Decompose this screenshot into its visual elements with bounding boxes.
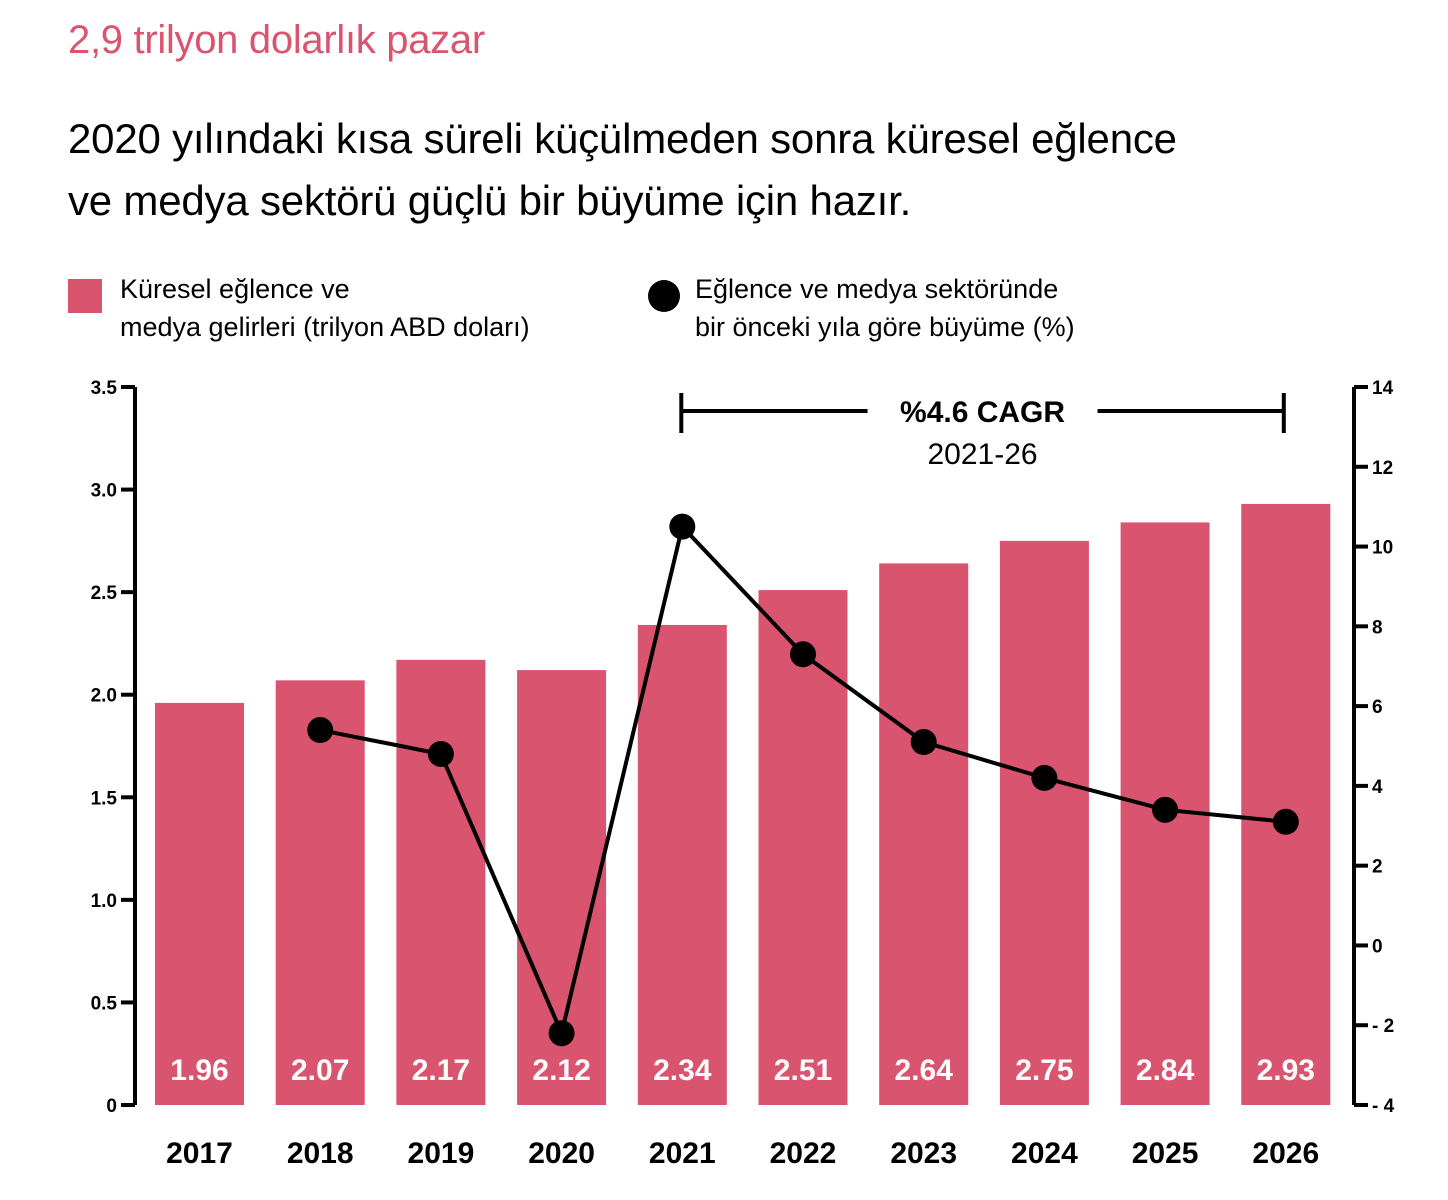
svg-text:3.5: 3.5: [91, 378, 118, 399]
bar-value-label: 2.34: [653, 1054, 712, 1087]
growth-point: [1152, 796, 1179, 823]
svg-text:8: 8: [1372, 617, 1383, 638]
bar-2019: [396, 659, 486, 1105]
chart-kicker-title: 2,9 trilyon dolarlık pazar: [68, 18, 485, 62]
bar-2024: [999, 540, 1089, 1105]
x-axis-labels: 2017 2018 2019 2020 2021 2022 2023 2024 2025 2026: [166, 1137, 1319, 1170]
bar-value-label: 2.51: [774, 1054, 832, 1087]
bar-2017: [155, 702, 244, 1105]
x-tick-label: 2017: [166, 1137, 233, 1170]
bar-2021: [637, 624, 727, 1105]
svg-text:- 4: - 4: [1372, 1096, 1395, 1117]
svg-text:3.0: 3.0: [91, 481, 117, 502]
x-tick-label: 2019: [408, 1137, 475, 1170]
x-tick-label: 2022: [770, 1137, 837, 1170]
cagr-annotation: %4.6 CAGR 2021-26: [679, 393, 1286, 471]
svg-text:2.0: 2.0: [91, 686, 117, 707]
svg-text:10: 10: [1372, 538, 1393, 559]
x-tick-label: 2023: [890, 1137, 957, 1170]
bar-value-label: 2.93: [1257, 1054, 1315, 1087]
growth-point: [1031, 764, 1058, 791]
bar-2018: [275, 680, 365, 1105]
svg-text:6: 6: [1372, 697, 1383, 718]
x-tick-label: 2021: [649, 1137, 716, 1170]
svg-text:0: 0: [106, 1096, 117, 1117]
bar-2023: [879, 563, 969, 1105]
bar-value-label: 2.84: [1136, 1054, 1195, 1087]
growth-point: [1272, 808, 1299, 835]
square-swatch-icon: [68, 279, 102, 313]
legend-revenue-line-2: medya gelirleri (trilyon ABD doları): [120, 312, 530, 342]
bar-value-label: 2.07: [291, 1054, 349, 1087]
cagr-title: %4.6 CAGR: [900, 396, 1065, 429]
svg-text:2.5: 2.5: [91, 583, 118, 604]
growth-point: [548, 1020, 575, 1047]
circle-marker-icon: [648, 280, 680, 312]
growth-point: [910, 729, 937, 756]
bar-value-label: 2.17: [412, 1054, 470, 1087]
svg-text:- 2: - 2: [1372, 1016, 1394, 1037]
bar-2026: [1241, 503, 1331, 1106]
svg-text:12: 12: [1372, 458, 1393, 479]
svg-text:0: 0: [1372, 936, 1383, 957]
cagr-period: 2021-26: [927, 438, 1037, 471]
x-tick-label: 2024: [1011, 1137, 1078, 1170]
growth-point: [427, 740, 454, 767]
left-y-axis: 0 0.5 1.0 1.5 2.0 2.5 3.0 3.5: [91, 378, 137, 1117]
x-tick-label: 2026: [1252, 1137, 1319, 1170]
svg-text:4: 4: [1372, 777, 1383, 798]
right-y-axis: - 4 - 2 0 2 4 6 8 10 12 14: [1352, 378, 1395, 1117]
chart-headline: 2020 yılındaki kısa süreli küçülmeden so…: [68, 108, 1428, 232]
x-tick-label: 2020: [528, 1137, 595, 1170]
svg-text:1.0: 1.0: [91, 891, 117, 912]
legend-revenue-line-1: Küresel eğlence ve: [120, 274, 350, 304]
headline-line-2: ve medya sektörü güçlü bir büyüme için h…: [68, 177, 912, 224]
svg-text:0.5: 0.5: [91, 993, 118, 1014]
svg-text:1.5: 1.5: [91, 788, 118, 809]
bar-value-label: 1.96: [170, 1054, 228, 1087]
legend-growth-line-1: Eğlence ve medya sektöründe: [695, 274, 1059, 304]
legend-growth-line-2: bir önceki yıla göre büyüme (%): [695, 312, 1075, 342]
x-tick-label: 2018: [287, 1137, 354, 1170]
x-tick-label: 2025: [1132, 1137, 1199, 1170]
growth-point: [790, 641, 816, 668]
svg-text:14: 14: [1372, 378, 1394, 399]
growth-point: [669, 513, 696, 540]
svg-text:2: 2: [1372, 857, 1383, 878]
bar-2022: [758, 590, 848, 1105]
bar-value-label: 2.75: [1015, 1054, 1073, 1087]
bar-value-label: 2.64: [895, 1054, 954, 1087]
headline-line-1: 2020 yılındaki kısa süreli küçülmeden so…: [68, 115, 1177, 162]
growth-line: [307, 513, 1299, 1047]
growth-point: [307, 717, 334, 744]
bar-value-label: 2.12: [532, 1054, 590, 1087]
